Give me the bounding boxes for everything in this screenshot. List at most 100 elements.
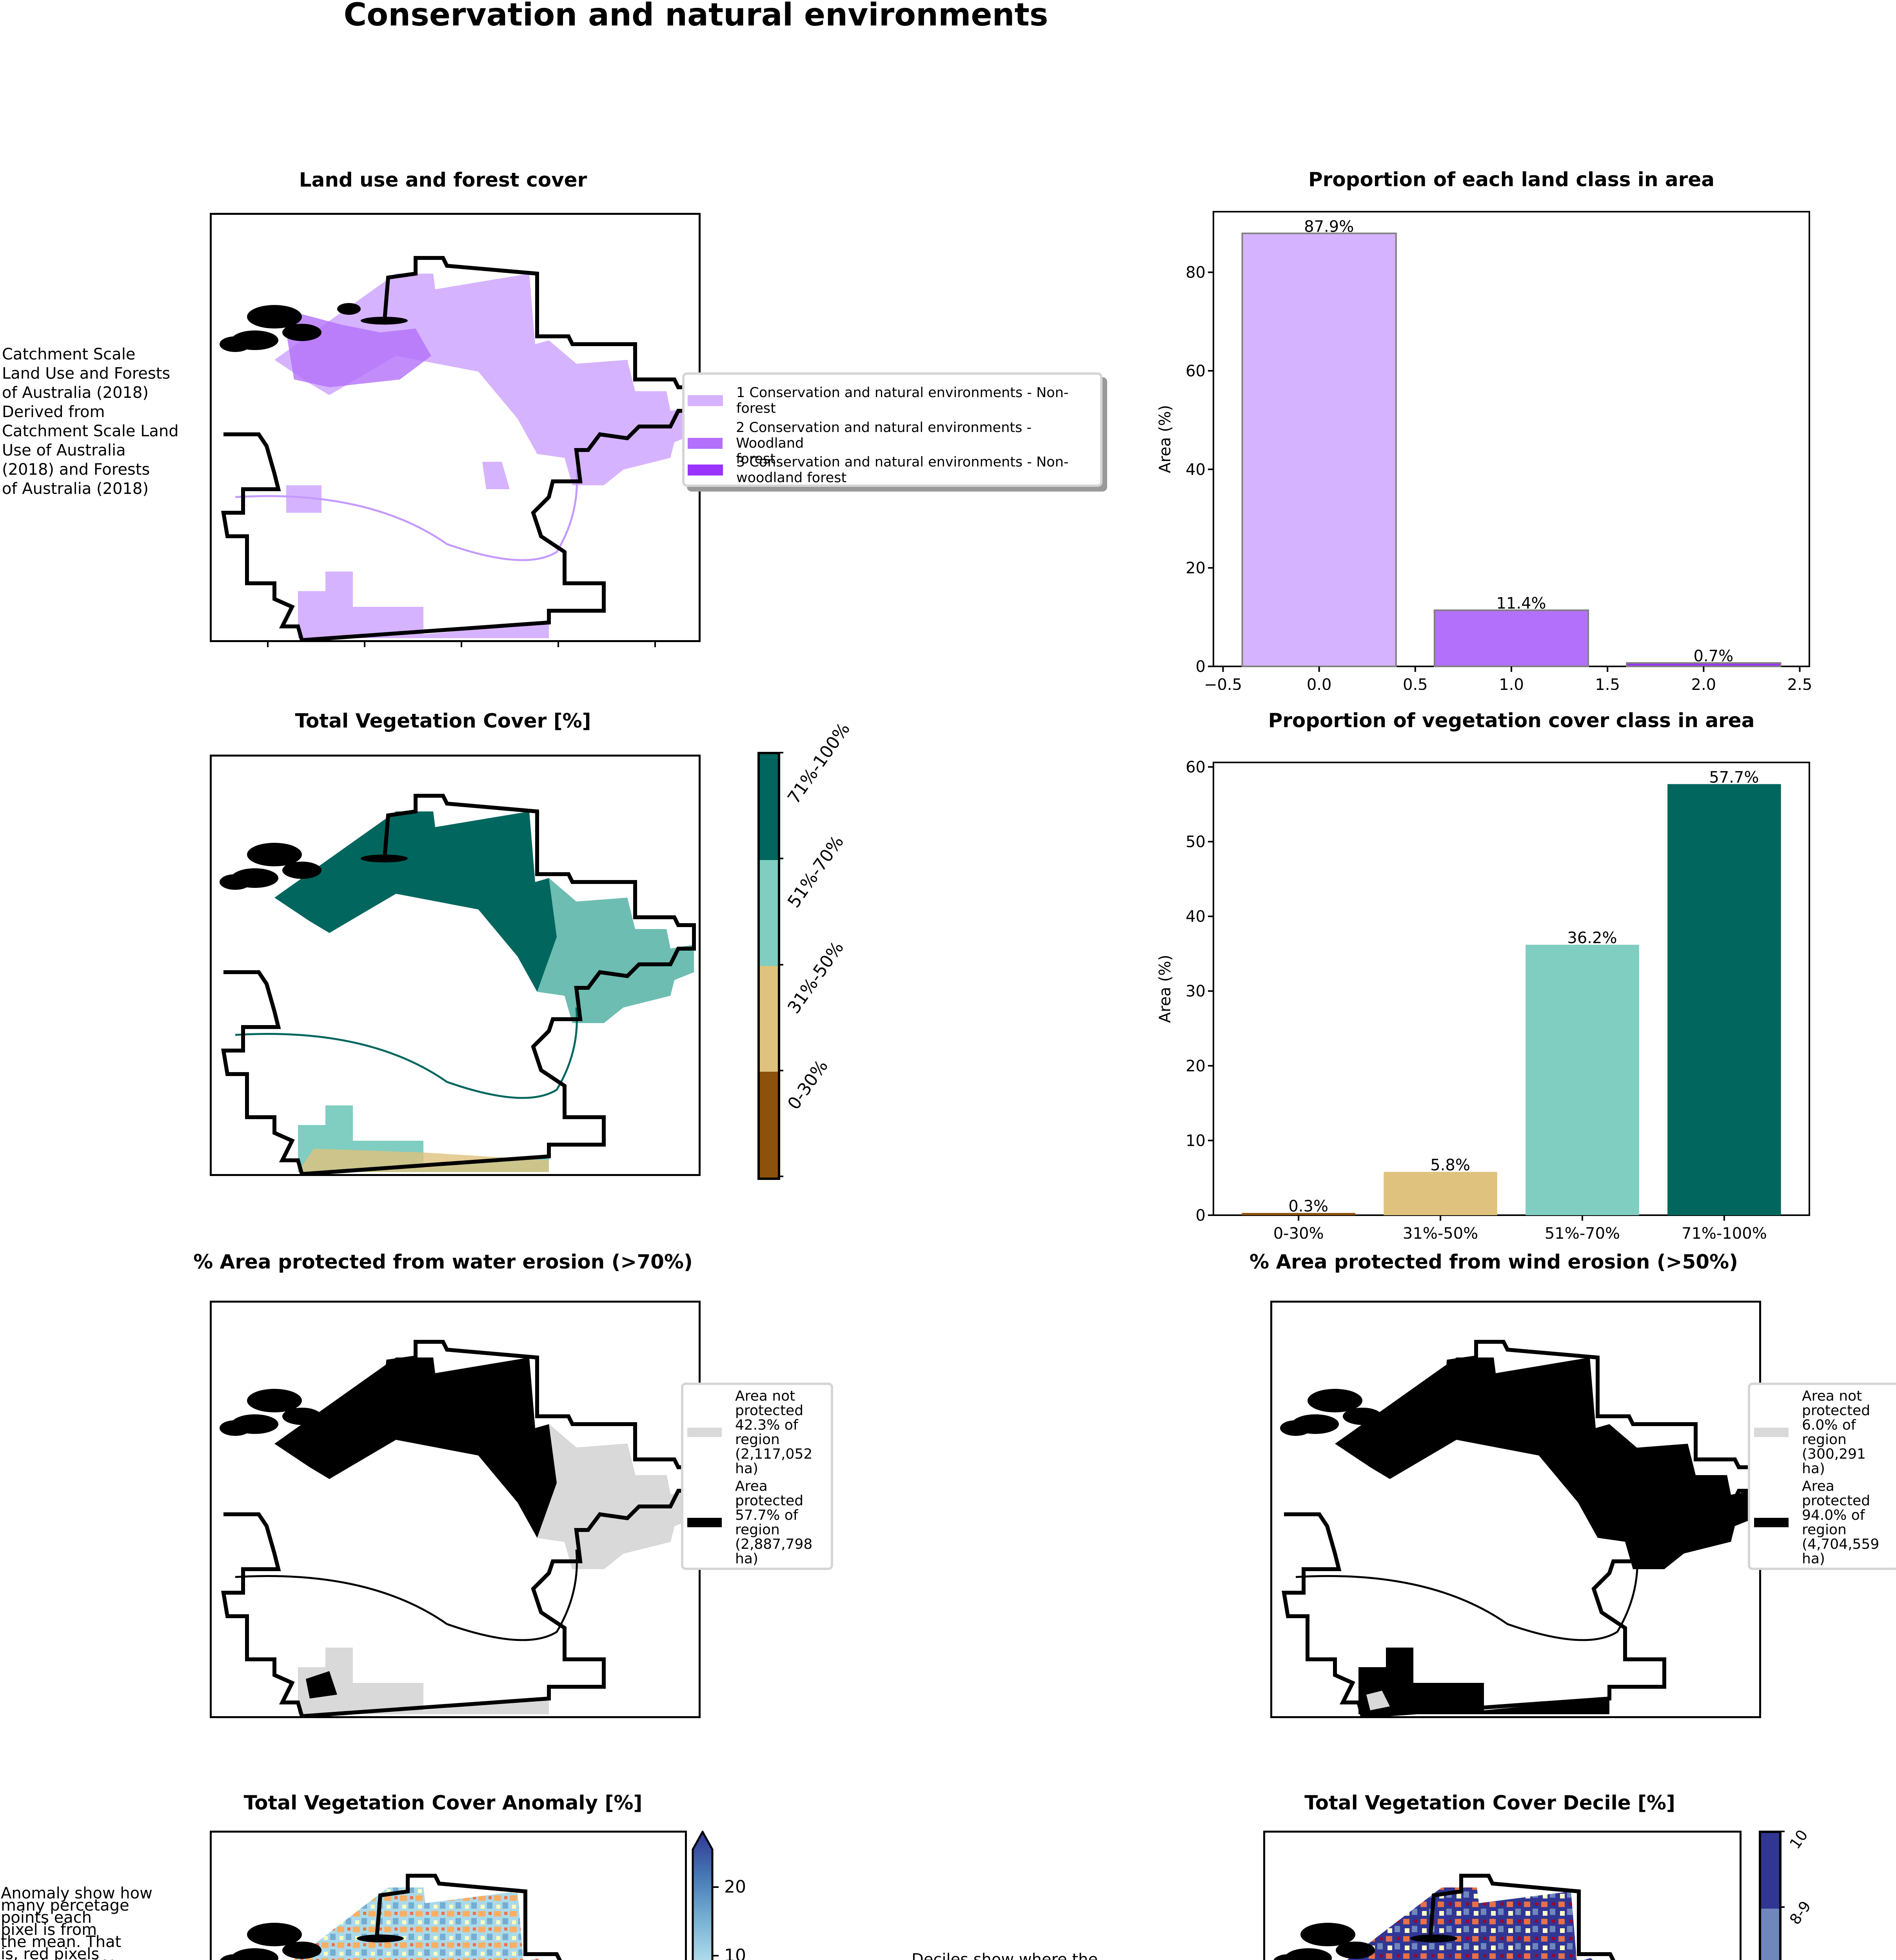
colorbar-label: 31%-50% (784, 938, 848, 1018)
legend-swatch (1754, 1518, 1789, 1527)
colorbar-label: 8-9 (1786, 1898, 1814, 1928)
x-tick-label: 1.0 (1499, 676, 1524, 690)
legend-label: 1 Conservation and natural environments … (736, 385, 1069, 416)
veg-cover-colorbar (757, 752, 780, 1180)
land-use-region-fill (235, 274, 694, 638)
anomaly-map[interactable] (210, 1831, 687, 1960)
plot-frame (1213, 762, 1810, 1216)
legend-label: 3 Conservation and natural environments … (736, 454, 1069, 486)
anomaly-colorbar (692, 1829, 714, 1960)
bar (1526, 945, 1639, 1215)
decile-colorbar (1759, 1831, 1782, 1960)
legend-item: 3 Conservation and natural environments … (688, 454, 1069, 486)
colorbar-segment (1761, 1833, 1779, 1909)
decile-map-canvas (1273, 1874, 1675, 1960)
decile-explanation-text: Deciles show where the pixel value lies … (912, 1951, 1098, 1960)
legend-item: Area not protected 42.3% of region (2,11… (687, 1389, 812, 1476)
legend-swatch (687, 1518, 722, 1527)
colorbar-label: 10 (1786, 1826, 1811, 1852)
bar (1433, 609, 1589, 667)
legend-label: Area protected 57.7% of region (2,887,79… (735, 1478, 813, 1567)
bar-data-label: 57.7% (1709, 768, 1759, 786)
y-tick-label: 60 (1186, 362, 1206, 380)
anomaly-colorbar-ticks: 20 10 0 −10 −20 (712, 1831, 791, 1960)
anomaly-colorbar-svg (692, 1829, 714, 1960)
veg-cover-colorbar-ticks (778, 752, 783, 1180)
veg-class-bar-chart: Proportion of vegetation cover class in … (1117, 698, 1823, 1264)
land-class-chart-svg: Proportion of each land class in area 87.… (1156, 168, 1812, 715)
water-erosion-map-title: % Area protected from water erosion (>70… (193, 1250, 693, 1273)
land-use-map[interactable] (210, 213, 701, 642)
y-tick-label: 50 (1186, 833, 1206, 851)
water-erosion-map[interactable] (210, 1301, 701, 1718)
veg-cover-map-title: Total Vegetation Cover [%] (295, 710, 591, 732)
bar-data-label: 0.3% (1288, 1197, 1328, 1215)
bar-data-label: 0.7% (1694, 647, 1734, 665)
decile-map[interactable] (1263, 1831, 1742, 1960)
legend-item: Area protected 94.0% of region (4,704,55… (1754, 1479, 1879, 1566)
water-erosion-map-canvas (220, 1340, 696, 1716)
legend-swatch (688, 465, 723, 475)
page-title: Conservation and natural environments (343, 0, 1048, 33)
bar (1242, 1213, 1355, 1215)
bar-data-label: 36.2% (1567, 929, 1617, 947)
x-tick-label: 0.5 (1403, 676, 1428, 690)
bar-data-label: 5.8% (1430, 1156, 1470, 1174)
bar (1241, 232, 1397, 667)
bar (1384, 1172, 1497, 1215)
land-use-source-text: Catchment Scale Land Use and Forests of … (2, 345, 179, 498)
colorbar-tick-label: 10 (724, 1945, 746, 1960)
anomaly-map-title: Total Vegetation Cover Anomaly [%] (243, 1791, 643, 1814)
bar-data-label: 11.4% (1496, 595, 1546, 613)
colorbar-segment (760, 754, 778, 860)
land-use-map-canvas (220, 256, 696, 640)
x-tick-label: 71%-100% (1682, 1225, 1767, 1239)
land-use-map-xticks (210, 640, 697, 648)
bar (1667, 784, 1781, 1215)
colorbar-label: 0-30% (784, 1056, 832, 1114)
y-tick-label: 30 (1186, 982, 1206, 1000)
legend-swatch (1754, 1428, 1789, 1437)
anomaly-map-canvas (220, 1874, 621, 1960)
y-axis-label: Area (%) (1156, 955, 1174, 1023)
veg-cover-map[interactable] (210, 755, 701, 1176)
colorbar-label: 71%-100% (784, 719, 854, 808)
colorbar-tick (1779, 1906, 1785, 1908)
water-erosion-legend: Area not protected 42.3% of region (2,11… (681, 1383, 833, 1570)
y-tick-label: 10 (1186, 1132, 1206, 1150)
decile-map-title: Total Vegetation Cover Decile [%] (1304, 1791, 1675, 1814)
y-tick-label: 20 (1186, 559, 1206, 577)
bar-data-label: 87.9% (1304, 218, 1354, 236)
x-tick-label: 31%-50% (1403, 1225, 1478, 1239)
legend-label: Area protected 94.0% of region (4,704,55… (1802, 1478, 1880, 1567)
colorbar-label: 51%-70% (784, 832, 848, 912)
legend-item: 2 Conservation and natural environments … (688, 420, 1100, 467)
chart-title: Proportion of vegetation cover class in … (1268, 709, 1755, 732)
veg-class-chart-svg: Proportion of vegetation cover class in … (1156, 709, 1810, 1264)
wind-erosion-map-canvas (1280, 1340, 1756, 1716)
land-class-bar-chart: Proportion of each land class in area 87.… (1117, 149, 1823, 715)
legend-swatch (688, 395, 723, 406)
colorbar-segment (760, 966, 778, 1072)
y-tick-label: 60 (1186, 758, 1206, 776)
legend-swatch (687, 1428, 722, 1437)
y-axis-label: Area (%) (1156, 405, 1174, 473)
legend-label: 2 Conservation and natural environments … (736, 420, 1032, 467)
legend-item: Area protected 57.7% of region (2,887,79… (687, 1479, 812, 1566)
land-use-legend: 1 Conservation and natural environments … (682, 372, 1102, 487)
x-tick-label: −0.5 (1204, 676, 1242, 690)
legend-item: 1 Conservation and natural environments … (688, 385, 1069, 416)
x-tick-label: 2.5 (1787, 676, 1812, 690)
anomaly-explanation-text: Anomaly show how many percetage points e… (1, 1884, 153, 1960)
wind-erosion-map[interactable] (1270, 1301, 1761, 1718)
x-tick-label: 0-30% (1273, 1225, 1324, 1239)
x-tick-label: 2.0 (1691, 676, 1716, 690)
legend-label: Area not protected 6.0% of region (300,2… (1802, 1388, 1871, 1477)
colorbar-segment (760, 1072, 778, 1178)
chart-title: Proportion of each land class in area (1308, 168, 1714, 191)
x-tick-label: 0.0 (1307, 676, 1332, 690)
y-tick-label: 20 (1186, 1057, 1206, 1075)
colorbar-segment (1761, 1908, 1779, 1960)
coastline-islands (220, 303, 408, 352)
y-tick-label: 40 (1186, 461, 1206, 479)
